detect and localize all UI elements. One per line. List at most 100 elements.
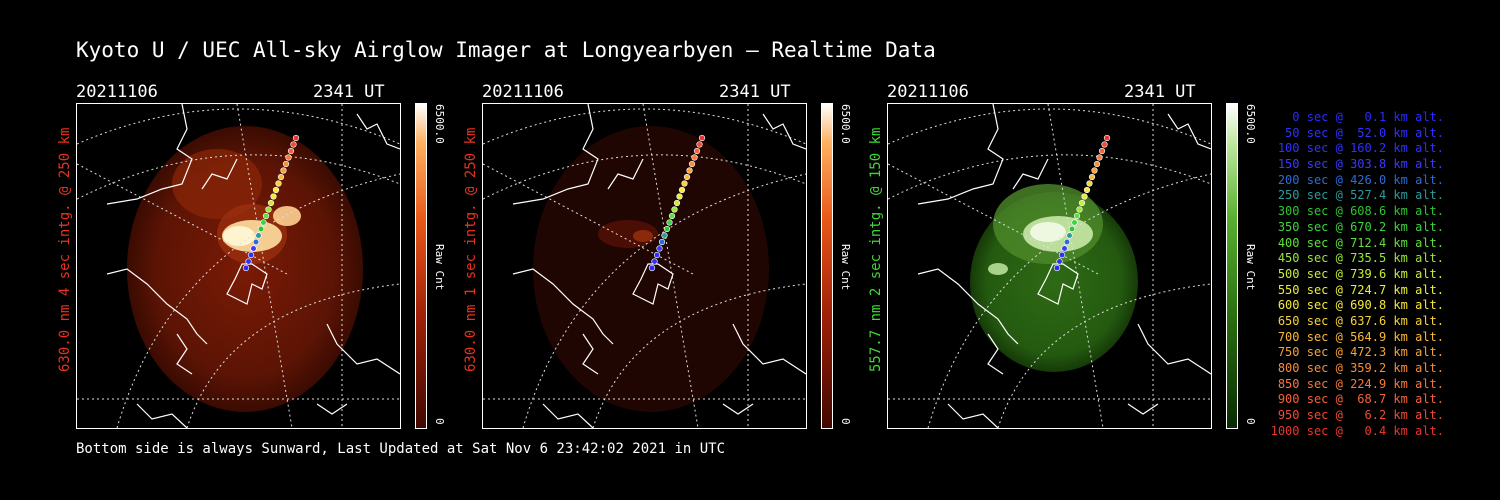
trajectory-point (1081, 193, 1088, 200)
trajectory-point (663, 225, 671, 233)
panel-2-aurora-core (633, 230, 653, 242)
trajectory-point (290, 141, 297, 148)
legend-row: 450 sec @ 735.5 km alt. (1277, 251, 1444, 266)
trajectory-point (691, 154, 698, 161)
legend-row: 200 sec @ 426.0 km alt. (1277, 172, 1444, 187)
trajectory-point (653, 251, 661, 259)
trajectory-point (651, 258, 658, 265)
legend-row: 900 sec @ 68.7 km alt. (1277, 392, 1444, 407)
trajectory-point (287, 147, 295, 155)
panel-3-aurora-core (1030, 222, 1066, 242)
panel-3-grid (888, 104, 1211, 428)
trajectory-point (260, 219, 267, 226)
trajectory-point (1096, 154, 1103, 161)
trajectory-point (666, 219, 673, 226)
panel-1-glow (172, 149, 262, 219)
trajectory-point (252, 238, 260, 246)
legend-row: 850 sec @ 224.9 km alt. (1277, 376, 1444, 391)
footer-status: Bottom side is always Sunward, Last Upda… (76, 441, 726, 457)
legend-row: 350 sec @ 670.2 km alt. (1277, 219, 1444, 234)
trajectory-point (676, 193, 683, 200)
trajectory-point (688, 160, 696, 168)
legend-row: 600 sec @ 690.8 km alt. (1277, 298, 1444, 313)
legend-row: 300 sec @ 608.6 km alt. (1277, 204, 1444, 219)
trajectory-point (255, 232, 262, 239)
trajectory-point (1056, 258, 1063, 265)
legend-row: 150 sec @ 303.8 km alt. (1277, 157, 1444, 172)
trajectory-point (242, 264, 250, 272)
trajectory-point (1093, 160, 1101, 168)
trajectory-point (1101, 141, 1108, 148)
panel-2-grid (483, 104, 806, 428)
trajectory-point (1066, 232, 1073, 239)
trajectory-point (1103, 134, 1111, 142)
panel-1-date: 20211106 (76, 82, 158, 102)
trajectory-point (1083, 186, 1091, 194)
trajectory-point (681, 180, 688, 187)
trajectory-point (270, 193, 277, 200)
legend-row: 750 sec @ 472.3 km alt. (1277, 345, 1444, 360)
trajectory-point (683, 173, 691, 181)
trajectory-point (272, 186, 280, 194)
trajectory-point (1068, 225, 1076, 233)
trajectory-point (292, 134, 300, 142)
trajectory-point (1073, 212, 1081, 220)
panel-1-coastlines (106, 104, 400, 428)
trajectory-point (1098, 147, 1106, 155)
panel-3-aurora (988, 263, 1008, 275)
trajectory-point (698, 134, 706, 142)
legend-row: 700 sec @ 564.9 km alt. (1277, 329, 1444, 344)
legend-row: 250 sec @ 527.4 km alt. (1277, 188, 1444, 203)
legend-row: 550 sec @ 724.7 km alt. (1277, 282, 1444, 297)
trajectory-point (1078, 199, 1086, 207)
trajectory-point (696, 141, 703, 148)
trajectory-point (265, 206, 272, 213)
panel-2-date: 20211106 (482, 82, 564, 102)
trajectory-point (1061, 245, 1068, 252)
trajectory-point (648, 264, 656, 272)
panel-2-colorbar (821, 103, 833, 429)
trajectory-point (1076, 206, 1083, 213)
panel-1-aurora-core (223, 226, 255, 246)
panel-3-colorbar (1226, 103, 1238, 429)
panel-1-image (76, 103, 401, 429)
trajectory-point (1071, 219, 1078, 226)
trajectory-point (693, 147, 701, 155)
legend-row: 950 sec @ 6.2 km alt. (1277, 408, 1444, 423)
trajectory-point (1053, 264, 1061, 272)
trajectory-point (257, 225, 265, 233)
legend-row: 0 sec @ 0.1 km alt. (1292, 110, 1444, 124)
trajectory-point (247, 251, 255, 259)
trajectory-point (1091, 167, 1098, 174)
trajectory-point (277, 173, 285, 181)
trajectory-point (656, 245, 663, 252)
trajectory-point (282, 160, 290, 168)
trajectory-point (1088, 173, 1096, 181)
panel-3-image (887, 103, 1212, 429)
trajectory-point (686, 167, 693, 174)
panel-3-date: 20211106 (887, 82, 969, 102)
trajectory-point (1058, 251, 1066, 259)
trajectory-point (250, 245, 257, 252)
trajectory-point (661, 232, 668, 239)
trajectory-point (658, 238, 666, 246)
legend-row: 50 sec @ 52.0 km alt. (1285, 125, 1444, 140)
trajectory-point (668, 212, 676, 220)
trajectory-point (671, 206, 678, 213)
panel-3-time: 2341 UT (1124, 82, 1196, 102)
legend-row: 100 sec @ 160.2 km alt. (1277, 141, 1444, 156)
trajectory-point (1063, 238, 1071, 246)
trajectory-point (1086, 180, 1093, 187)
trajectory-legend: 0 sec @ 0.1 km alt. 50 sec @ 52.0 km alt.… (1262, 110, 1444, 439)
trajectory-point (280, 167, 287, 174)
page-title: Kyoto U / UEC All-sky Airglow Imager at … (76, 38, 936, 62)
legend-row: 650 sec @ 637.6 km alt. (1277, 313, 1444, 328)
trajectory-point (285, 154, 292, 161)
panel-1-grid (77, 104, 400, 428)
trajectory-point (262, 212, 270, 220)
trajectory-point (678, 186, 686, 194)
panel-2-time: 2341 UT (719, 82, 791, 102)
panel-1-colorbar (415, 103, 427, 429)
trajectory-point (275, 180, 282, 187)
panel-1-aurora (273, 206, 301, 226)
